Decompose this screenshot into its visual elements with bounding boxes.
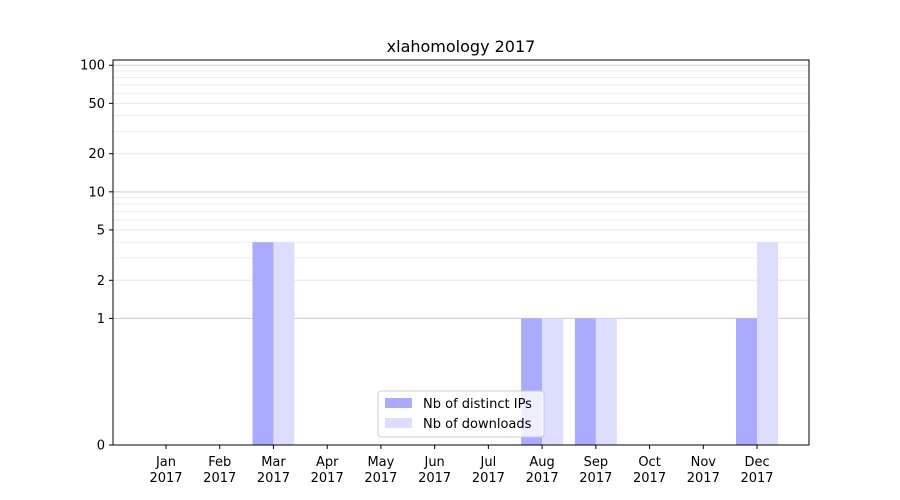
bar-downloads <box>542 318 564 445</box>
legend-label: Nb of distinct IPs <box>423 397 532 412</box>
legend-swatch <box>385 418 412 428</box>
y-tick-label: 100 <box>80 59 105 74</box>
x-tick-label-line: 2017 <box>418 471 451 486</box>
x-tick-label: Aug 2017 <box>526 455 559 486</box>
x-tick-label: Sep 2017 <box>579 455 612 486</box>
x-tick-label-line: 2017 <box>633 471 666 486</box>
x-tick-label-line: Apr <box>316 455 339 470</box>
legend-label: Nb of downloads <box>423 417 532 432</box>
y-tick-label: 50 <box>88 97 105 112</box>
y-tick-label: 1 <box>97 312 105 327</box>
bar-distinct-ips <box>252 242 274 445</box>
bar-distinct-ips <box>574 318 596 445</box>
x-tick-label: Jan 2017 <box>149 455 182 486</box>
x-tick-label-line: 2017 <box>472 471 505 486</box>
x-tick-label-line: Nov <box>691 455 717 470</box>
x-tick-label: Mar 2017 <box>257 455 290 486</box>
bar-downloads <box>757 242 779 445</box>
x-tick-label: Nov 2017 <box>687 455 720 486</box>
x-tick-label-line: Jul <box>480 455 497 470</box>
x-tick-label-line: Dec <box>744 455 769 470</box>
x-tick-label-line: 2017 <box>526 471 559 486</box>
x-tick-label-line: 2017 <box>311 471 344 486</box>
y-tick-label: 20 <box>88 147 105 162</box>
x-tick-label-line: Oct <box>638 455 660 470</box>
x-tick-label: Dec 2017 <box>740 455 773 486</box>
legend-box <box>377 390 545 438</box>
legend: Nb of distinct IPs Nb of downloads <box>377 390 545 438</box>
x-tick-label: Jul 2017 <box>472 455 505 486</box>
y-tick-label: 0 <box>97 439 105 454</box>
x-tick-label-line: Sep <box>584 455 609 470</box>
x-tick-label: May 2017 <box>364 455 397 486</box>
x-tick-label: Oct 2017 <box>633 455 666 486</box>
y-tick-label: 2 <box>97 274 105 289</box>
chart-title: xlahomology 2017 <box>387 37 536 56</box>
bar-downloads <box>273 242 295 445</box>
x-tick-label-line: Aug <box>529 455 554 470</box>
x-tick-label-line: 2017 <box>257 471 290 486</box>
bar-downloads <box>595 318 617 445</box>
x-tick-label: Jun 2017 <box>418 455 451 486</box>
x-tick-label-line: 2017 <box>579 471 612 486</box>
bar-distinct-ips <box>736 318 758 445</box>
x-tick-label-line: Feb <box>208 455 231 470</box>
x-tick-label-line: 2017 <box>687 471 720 486</box>
x-tick-label-line: 2017 <box>740 471 773 486</box>
x-tick-label-line: Jun <box>423 455 444 470</box>
x-tick-label: Apr 2017 <box>311 455 344 486</box>
plot-frame <box>112 59 810 446</box>
grid-lines <box>113 64 809 446</box>
bars <box>252 242 779 445</box>
x-tick-label-line: 2017 <box>149 471 182 486</box>
x-tick-label-line: Jan <box>155 455 176 470</box>
x-tick-label-line: May <box>367 455 394 470</box>
legend-swatch <box>385 398 412 408</box>
x-tick-label-line: 2017 <box>203 471 236 486</box>
x-tick-label: Feb 2017 <box>203 455 236 486</box>
y-tick-label: 5 <box>97 223 105 238</box>
y-tick-label: 10 <box>88 185 105 200</box>
x-tick-label-line: Mar <box>261 455 286 470</box>
x-tick-label-line: 2017 <box>364 471 397 486</box>
